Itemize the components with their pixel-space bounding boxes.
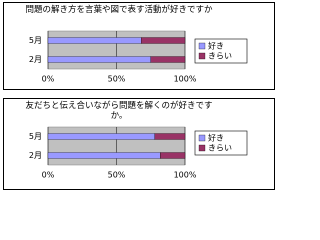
legend-swatch — [198, 134, 206, 142]
legend-swatch — [198, 144, 206, 152]
chart-box: 友だちと伝え合いながら問題を解くのが好きですか。 0% 50% 100% 5月 2月 好きき… — [3, 98, 275, 190]
chart-box: 問題の解き方を言葉や図で表す活動が好きですか 0% 50% 100% 5月 2月 好き きらい — [3, 2, 275, 90]
legend-label: きらい — [208, 144, 232, 153]
legend-label: きらい — [208, 52, 232, 61]
legend-swatch — [198, 52, 206, 60]
x-tick-label: 0% — [42, 75, 55, 84]
x-tick-label: 50% — [108, 171, 126, 180]
bar — [47, 37, 142, 44]
page: 問題の解き方を言葉や図で表す活動が好きですか 0% 50% 100% 5月 2月 好き きらい… — [3, 2, 275, 190]
x-tick-label: 0% — [42, 171, 55, 180]
legend-swatch — [198, 42, 206, 50]
y-tick-label: 5月 — [29, 132, 42, 141]
y-tick-label: 2月 — [29, 151, 42, 160]
bar — [160, 152, 186, 159]
y-tick-label: 2月 — [29, 55, 42, 64]
x-tick-label: 100% — [174, 171, 197, 180]
chart-title: 友だちと伝え合いながら問題を解くのが好きですか。 — [25, 101, 213, 121]
y-tick-label: 5月 — [29, 36, 42, 45]
legend-label: 好き — [208, 133, 224, 143]
bar — [47, 56, 151, 63]
x-tick-label: 100% — [174, 75, 197, 84]
chart-title: 問題の解き方を言葉や図で表す活動が好きですか — [25, 5, 213, 15]
legend-label: 好き — [208, 41, 224, 51]
bar — [141, 37, 186, 44]
bar — [47, 152, 161, 159]
bar — [47, 133, 156, 140]
bar — [150, 56, 186, 63]
x-tick-label: 50% — [108, 75, 126, 84]
bar — [154, 133, 186, 140]
